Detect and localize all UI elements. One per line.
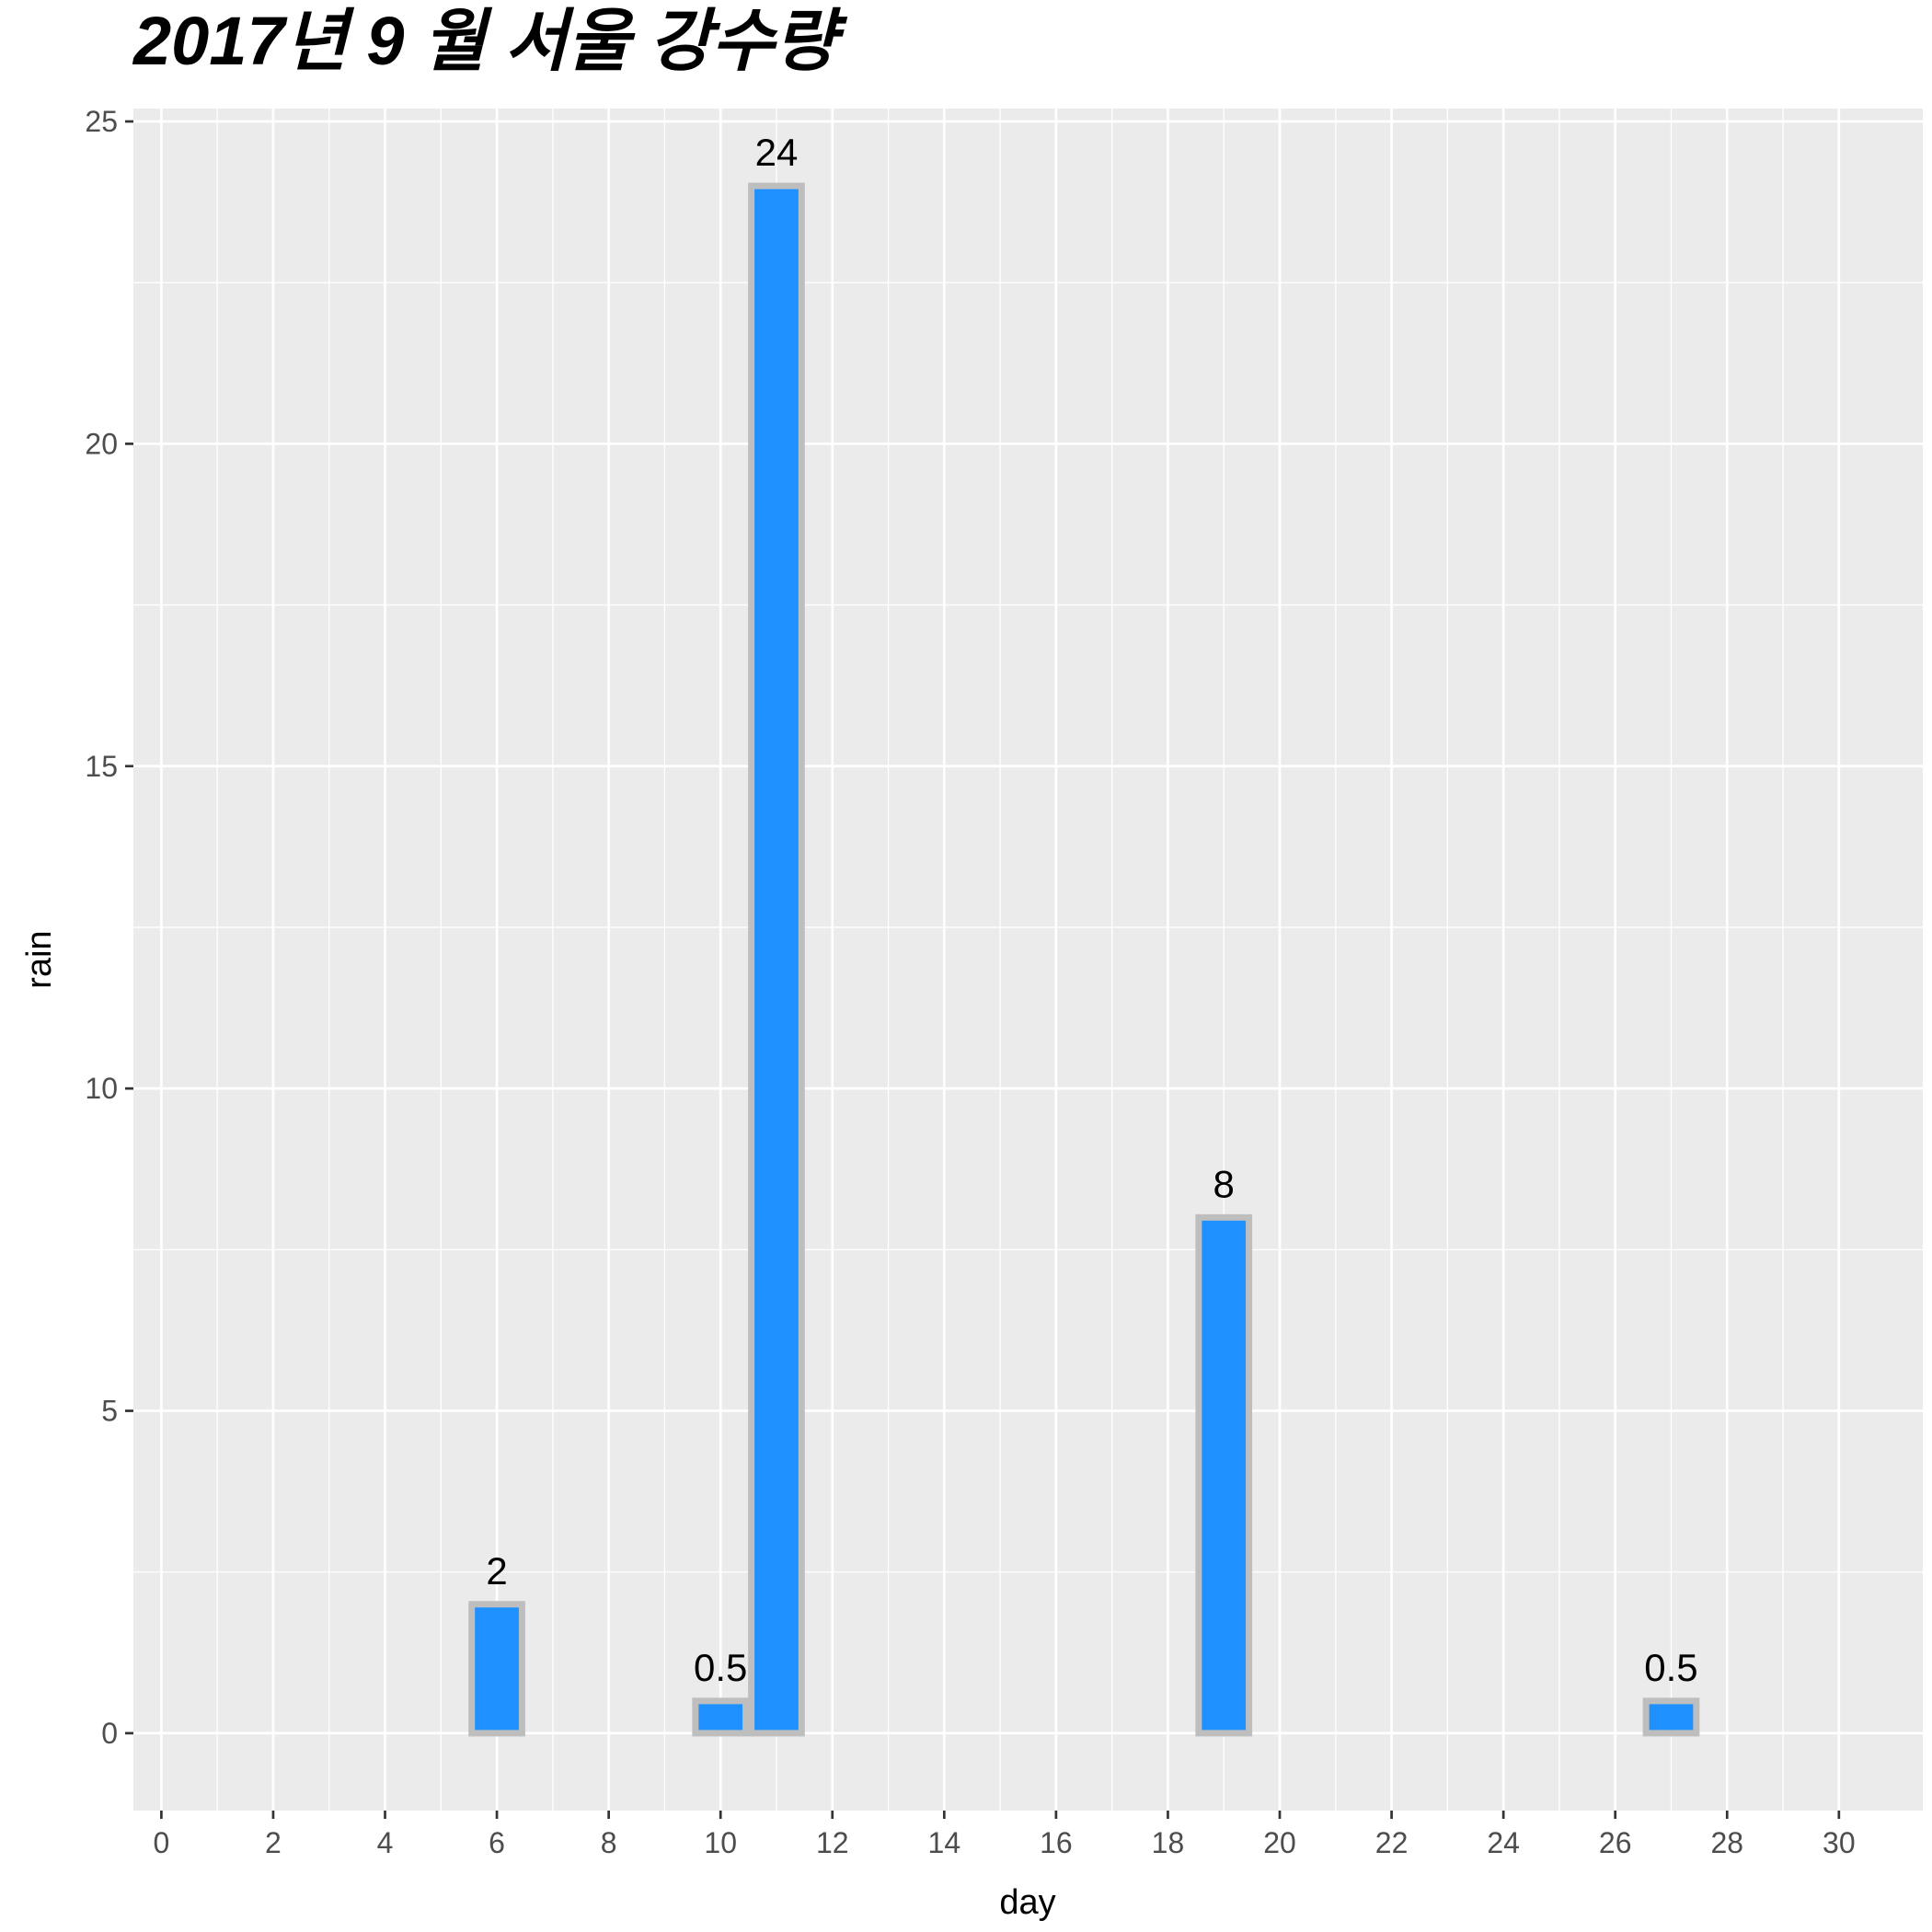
- bar: [692, 1697, 750, 1737]
- bar: [468, 1601, 525, 1737]
- y-tick-label: 10: [85, 1072, 118, 1105]
- bar-value-label: 8: [1213, 1162, 1235, 1205]
- bars: [468, 182, 1700, 1737]
- x-tick-label: 12: [816, 1826, 849, 1859]
- x-tick-label: 30: [1823, 1826, 1856, 1859]
- bar-value-label: 24: [755, 131, 799, 174]
- y-axis: 0 5 10 15 20 25: [85, 105, 133, 1750]
- major-gridlines: [133, 109, 1923, 1811]
- x-tick-label: 26: [1599, 1826, 1632, 1859]
- x-tick-label: 10: [704, 1826, 737, 1859]
- y-axis-title: rain: [20, 930, 59, 988]
- x-tick-label: 16: [1040, 1826, 1073, 1859]
- x-axis-title: day: [999, 1883, 1055, 1922]
- plot-panel: [133, 109, 1923, 1811]
- y-tick-label: 5: [101, 1395, 118, 1428]
- bar-value-label: 0.5: [694, 1646, 747, 1689]
- x-tick-label: 20: [1263, 1826, 1296, 1859]
- bar: [1642, 1697, 1700, 1737]
- x-tick-label: 24: [1487, 1826, 1520, 1859]
- x-tick-label: 2: [265, 1826, 282, 1859]
- x-tick-label: 22: [1375, 1826, 1409, 1859]
- x-tick-label: 4: [377, 1826, 394, 1859]
- y-tick-label: 25: [85, 105, 118, 138]
- bar-value-label: 2: [486, 1549, 507, 1593]
- bar: [748, 182, 805, 1737]
- chart-title: 2017년 9 월 서울 강수량: [132, 3, 847, 79]
- x-tick-label: 6: [489, 1826, 505, 1859]
- x-tick-label: 18: [1152, 1826, 1185, 1859]
- x-tick-label: 28: [1710, 1826, 1743, 1859]
- x-tick-label: 8: [601, 1826, 617, 1859]
- bar: [1195, 1213, 1253, 1737]
- data-labels: 2 0.5 24 8 0.5: [486, 131, 1697, 1689]
- y-tick-label: 0: [101, 1717, 118, 1750]
- bar-value-label: 0.5: [1644, 1646, 1697, 1689]
- x-axis: 0 2 4 6 8 10 12 14 16 18 20 22 24 26 28 30: [153, 1811, 1856, 1859]
- y-tick-label: 15: [85, 750, 118, 783]
- x-tick-label: 14: [928, 1826, 961, 1859]
- x-tick-label: 0: [153, 1826, 169, 1859]
- y-tick-label: 20: [85, 427, 118, 460]
